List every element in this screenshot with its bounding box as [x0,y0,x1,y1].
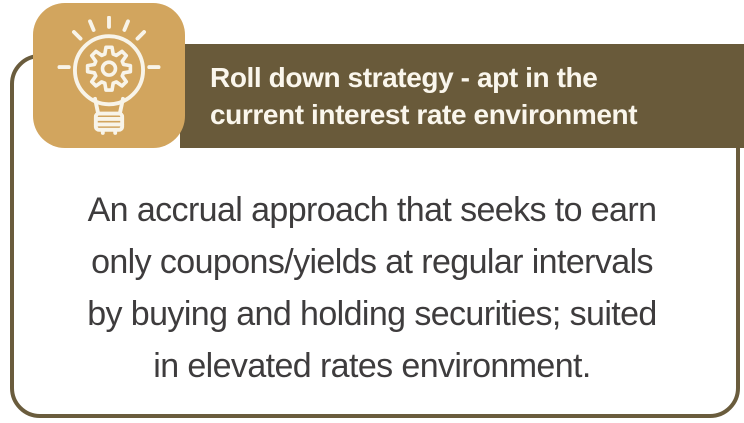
body-line-4: in elevated rates environment. [153,347,591,385]
banner-title-line2: current interest rate environment [210,99,638,130]
body-line-2: only coupons/yields at regular intervals [91,243,653,281]
body-line-1: An accrual approach that seeks to earn [87,191,657,229]
lightbulb-gear-icon [47,15,171,136]
body-line-3: by buying and holding securities; suited [87,295,657,333]
header-banner: Roll down strategy - apt in the current … [180,44,744,148]
icon-tile [33,3,185,148]
card-body-text: An accrual approach that seeks to earn o… [24,184,720,392]
banner-title-line1: Roll down strategy - apt in the [210,62,598,93]
